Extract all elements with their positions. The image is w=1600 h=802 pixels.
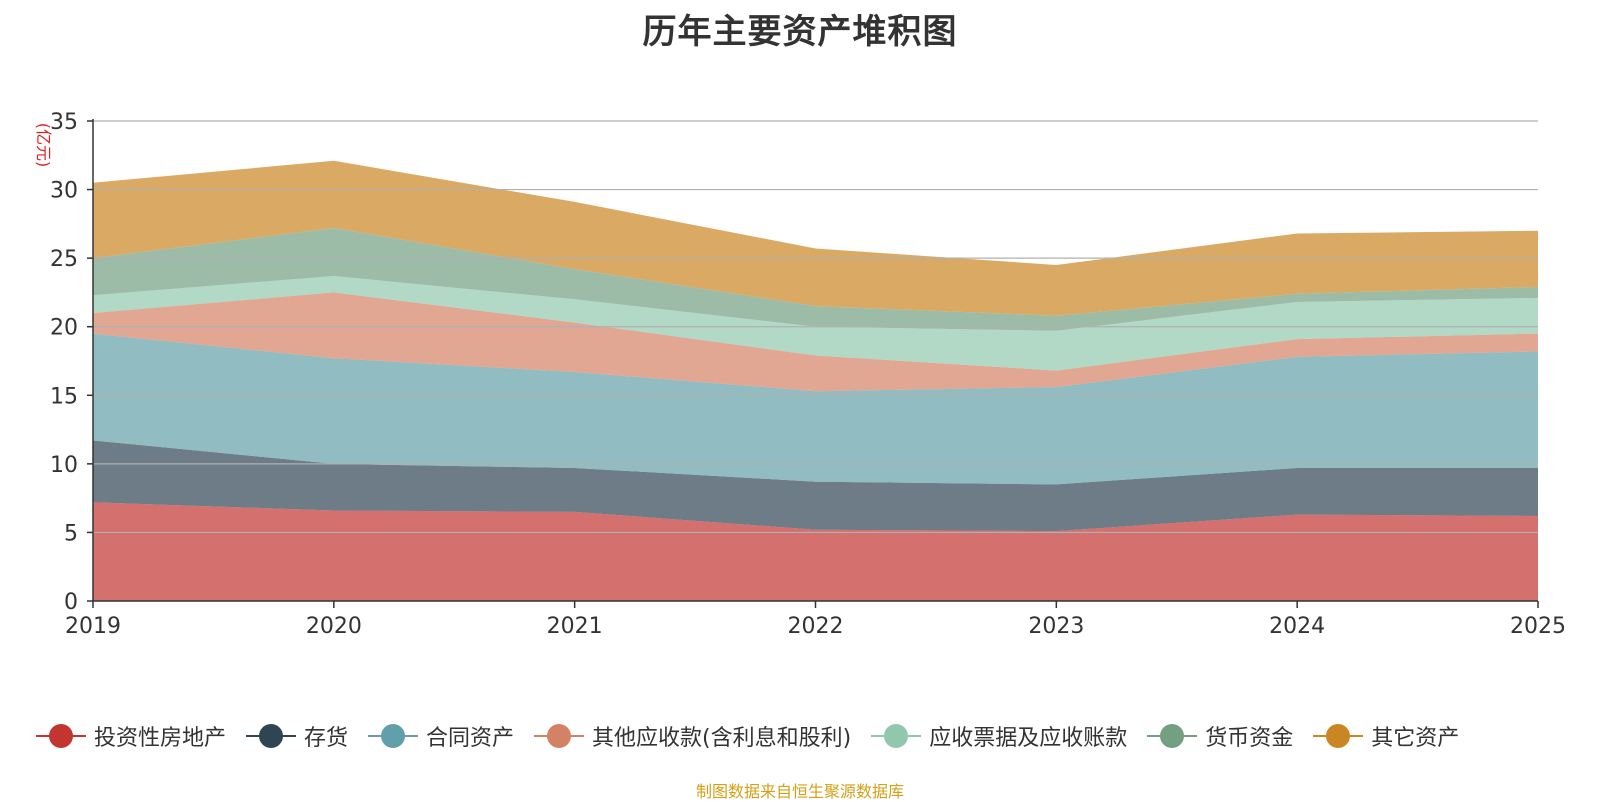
legend-label: 应收票据及应收账款	[929, 726, 1128, 751]
legend-item-0[interactable]: 投资性房地产	[36, 720, 226, 752]
x-tick-label: 2024	[1269, 614, 1325, 639]
legend-marker-icon	[36, 724, 86, 748]
legend-marker-icon	[871, 724, 922, 748]
y-axis-unit-label: (亿元)	[34, 123, 53, 168]
legend-item-1[interactable]: 存货	[246, 720, 348, 752]
legend-label: 其他应收款(含利息和股利)	[592, 726, 852, 751]
legend-label: 货币资金	[1205, 726, 1294, 751]
area-series-5	[93, 228, 1538, 331]
y-tick-label: 25	[50, 247, 78, 272]
legend-item-5[interactable]: 货币资金	[1147, 720, 1293, 752]
area-series-6	[93, 160, 1538, 316]
y-tick-label: 35	[50, 110, 78, 135]
legend-item-3[interactable]: 其他应收款(含利息和股利)	[534, 720, 851, 752]
x-tick-label: 2021	[547, 614, 603, 639]
area-series-1	[93, 440, 1538, 532]
y-tick-label: 15	[50, 384, 78, 409]
area-series-0	[93, 502, 1538, 601]
x-tick-label: 2023	[1028, 614, 1084, 639]
legend-marker-icon	[1147, 724, 1198, 748]
y-tick-label: 30	[50, 179, 78, 204]
legend-marker-icon	[534, 724, 585, 748]
legend: 投资性房地产 存货 合同资产 其他应收款(含利息和股利) 应收票据及应收账款 货币资金 其它…	[36, 716, 1596, 756]
legend-item-6[interactable]: 其它资产	[1313, 720, 1459, 752]
y-tick-label: 20	[50, 316, 78, 341]
legend-label: 投资性房地产	[94, 726, 227, 751]
area-series-2	[93, 333, 1538, 485]
area-series-4	[93, 276, 1538, 371]
source-note: 制图数据来自恒生聚源数据库	[695, 782, 904, 801]
legend-marker-icon	[1313, 724, 1364, 748]
legend-marker-icon	[246, 724, 297, 748]
chart-title: 历年主要资产堆积图	[642, 12, 958, 52]
legend-item-2[interactable]: 合同资产	[368, 720, 514, 752]
y-tick-label: 10	[50, 453, 78, 478]
area-series-3	[93, 292, 1538, 392]
legend-label: 合同资产	[426, 726, 515, 751]
y-tick-label: 0	[64, 590, 78, 615]
y-tick-label: 5	[64, 521, 78, 546]
x-tick-label: 2025	[1510, 614, 1566, 639]
legend-label: 存货	[304, 726, 349, 751]
legend-item-4[interactable]: 应收票据及应收账款	[871, 720, 1127, 752]
legend-marker-icon	[368, 724, 419, 748]
legend-label: 其它资产	[1371, 726, 1460, 751]
x-tick-label: 2019	[65, 614, 121, 639]
x-tick-label: 2022	[788, 614, 844, 639]
x-tick-label: 2020	[306, 614, 362, 639]
